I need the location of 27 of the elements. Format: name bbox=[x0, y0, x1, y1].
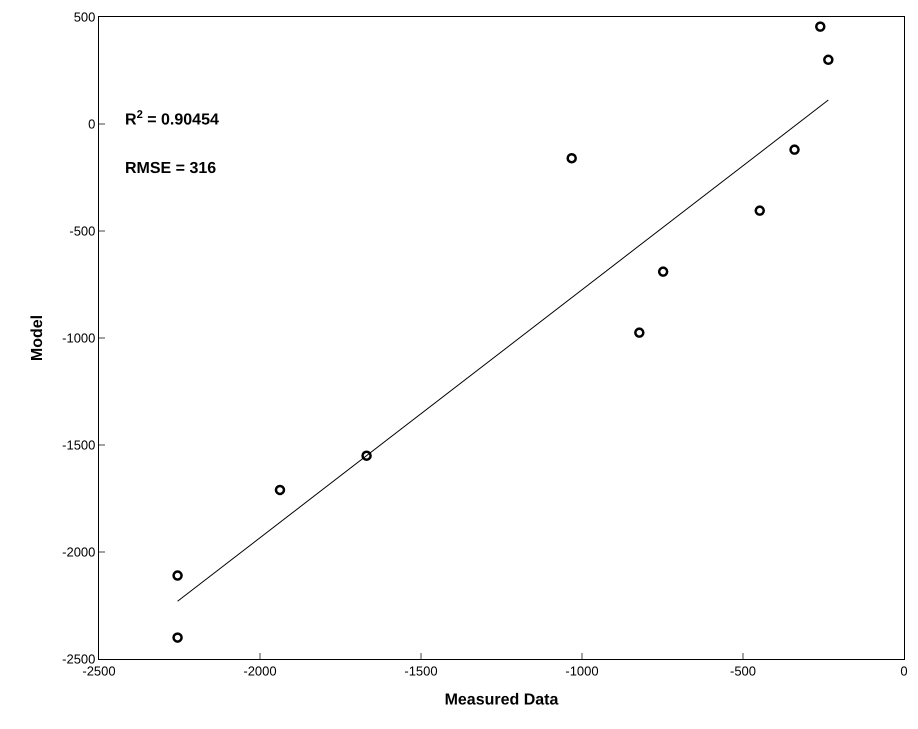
annotation: RMSE = 316 bbox=[125, 160, 216, 177]
annotation: R$^{2}$ = 0.90454 bbox=[125, 109, 219, 129]
y-tick-label: 500 bbox=[74, 10, 96, 25]
point bbox=[274, 484, 286, 496]
point bbox=[658, 266, 668, 277]
point bbox=[634, 327, 645, 338]
y-tick-label: -1500 bbox=[62, 438, 96, 453]
x-tick-label: -1500 bbox=[404, 664, 438, 679]
point bbox=[361, 450, 372, 461]
point bbox=[823, 54, 834, 66]
point bbox=[566, 152, 577, 164]
y-tick-label: 0 bbox=[88, 116, 96, 132]
y-tick-label: -500 bbox=[69, 224, 96, 239]
x-tick-label: -500 bbox=[730, 664, 756, 679]
x-tick-label: -1000 bbox=[565, 664, 599, 679]
x-tick-label: 0 bbox=[900, 664, 908, 679]
x-axis-title: Measured Data bbox=[444, 691, 559, 708]
point bbox=[172, 632, 183, 643]
y-tick-label: -2000 bbox=[62, 544, 96, 560]
y-tick-label: -2500 bbox=[62, 652, 96, 667]
y-axis-title: Model bbox=[29, 314, 46, 362]
point bbox=[172, 570, 183, 581]
point bbox=[815, 21, 826, 32]
y-tick-label: -1000 bbox=[62, 330, 96, 346]
point bbox=[754, 205, 765, 216]
point bbox=[789, 144, 800, 155]
x-tick-label: -2000 bbox=[243, 664, 277, 679]
